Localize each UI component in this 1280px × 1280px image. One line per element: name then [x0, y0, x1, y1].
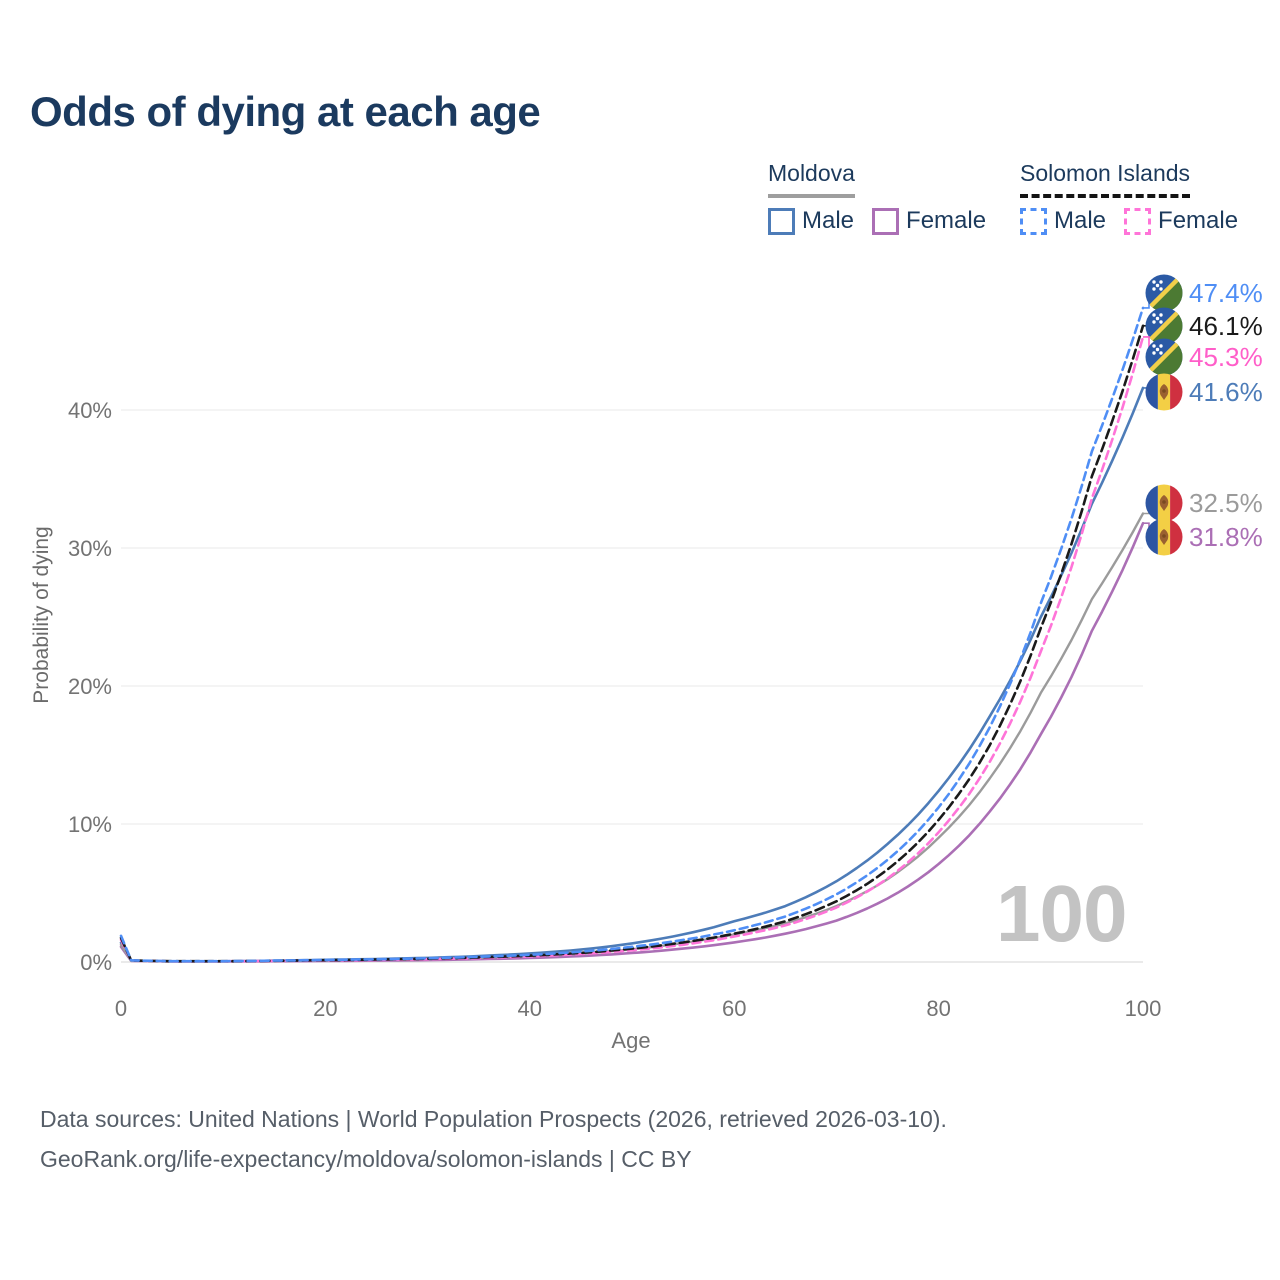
flag-icon-solomon-islands — [1145, 307, 1183, 345]
x-tick-label: 60 — [722, 996, 746, 1021]
series-line-solomon-islands-male — [119, 306, 1145, 963]
y-tick-label: 40% — [68, 398, 112, 423]
line-style-swatch — [768, 207, 795, 235]
series-line-moldova-both — [119, 512, 1145, 963]
endpoint-value-label: 41.6% — [1189, 377, 1263, 407]
x-tick-label: 0 — [115, 996, 127, 1021]
endpoint-value-label: 31.8% — [1189, 522, 1263, 552]
legend-item-solomon-male: Male — [1020, 207, 1106, 235]
endpoint-value-label: 32.5% — [1189, 488, 1263, 518]
x-tick-label: 20 — [313, 996, 337, 1021]
flag-icon-solomon-islands — [1145, 274, 1183, 312]
line-style-swatch — [872, 207, 900, 235]
legend-row-moldova: Male Female — [768, 207, 986, 235]
y-axis-title: Probability of dying — [30, 526, 53, 704]
endpoint-value-label: 47.4% — [1189, 278, 1263, 308]
endpoint-value-label: 46.1% — [1189, 311, 1263, 341]
series-line-solomon-islands-female — [119, 335, 1145, 963]
x-tick-label: 100 — [1125, 996, 1162, 1021]
x-tick-label: 40 — [518, 996, 542, 1021]
x-tick-label: 80 — [926, 996, 950, 1021]
age-counter-watermark: 100 — [996, 869, 1127, 958]
legend-country-solomon-islands: Solomon Islands — [1020, 160, 1191, 198]
x-axis-title: Age — [611, 1028, 651, 1053]
legend-item-solomon-female: Female — [1124, 207, 1238, 235]
series-line-moldova-female — [119, 521, 1145, 963]
y-tick-label: 30% — [68, 536, 112, 561]
legend-item-label: Female — [906, 207, 987, 234]
legend-item-label: Female — [1158, 207, 1239, 234]
legend-item-moldova-female: Female — [872, 207, 986, 235]
legend-row-solomon-islands: Male Female — [1020, 207, 1238, 235]
series-line-solomon-islands-both — [119, 324, 1145, 963]
footer-data-sources: Data sources: United Nations | World Pop… — [40, 1106, 947, 1132]
footer: Data sources: United Nations | World Pop… — [40, 1108, 947, 1188]
chart-title: Odds of dying at each age — [30, 88, 541, 135]
legend-item-label: Male — [802, 207, 855, 234]
flag-icon-moldova — [1145, 373, 1183, 411]
line-style-swatch — [1020, 207, 1047, 235]
legend-item-label: Male — [1054, 207, 1107, 234]
legend-country-moldova: Moldova — [768, 160, 855, 198]
series-line-moldova-male — [119, 386, 1145, 963]
legend-group-moldova: Moldova Male Female — [768, 160, 986, 235]
legend-item-moldova-male: Male — [768, 207, 854, 235]
legend-group-solomon-islands: Solomon Islands Male Female — [1020, 160, 1238, 235]
y-tick-label: 20% — [68, 674, 112, 699]
flag-icon-moldova — [1145, 484, 1183, 522]
flag-icon-solomon-islands — [1145, 338, 1183, 376]
line-style-swatch — [1124, 207, 1152, 235]
y-tick-label: 0% — [80, 950, 112, 975]
endpoint-value-label: 45.3% — [1189, 342, 1263, 372]
y-tick-label: 10% — [68, 812, 112, 837]
footer-url-link[interactable]: GeoRank.org/life-expectancy/moldova/solo… — [40, 1146, 692, 1172]
flag-icon-moldova — [1145, 518, 1183, 556]
